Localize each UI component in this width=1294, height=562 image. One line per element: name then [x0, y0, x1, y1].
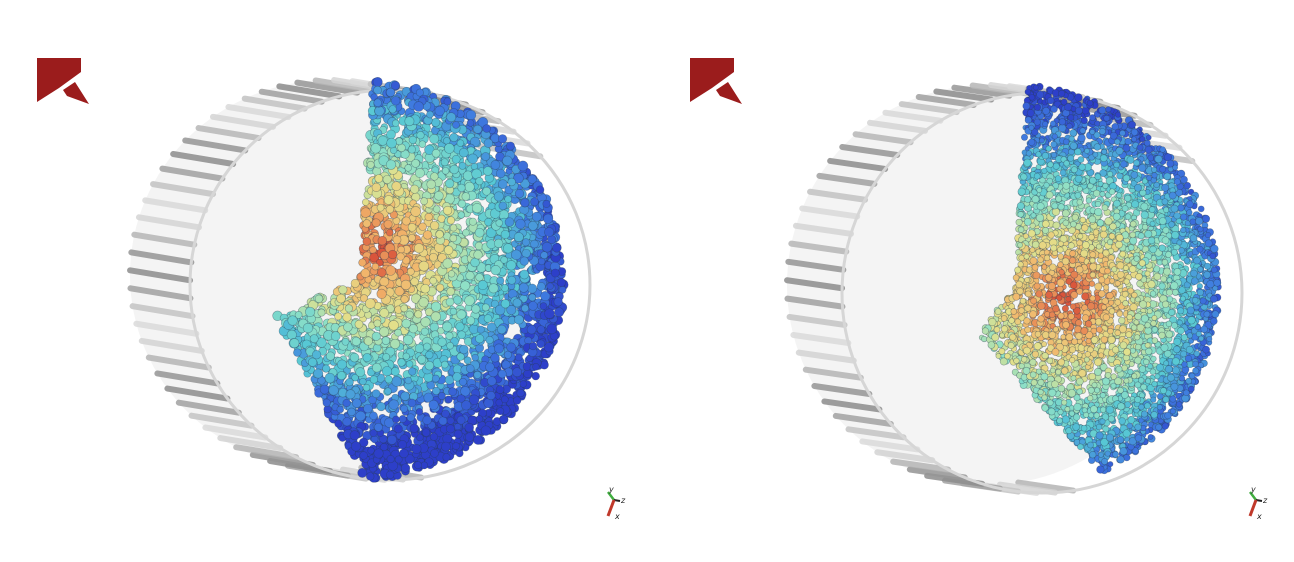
left-simulation-panel: y z x	[37, 58, 626, 520]
axis-label-y: y	[608, 486, 614, 494]
axis-triad-icon: y z x	[1248, 486, 1268, 520]
axis-label-z: z	[620, 496, 626, 505]
brand-logo-icon	[690, 58, 742, 104]
right-simulation-panel: y z x	[647, 0, 1294, 562]
axis-label-z: z	[1262, 496, 1268, 505]
drum-render-left	[127, 77, 592, 483]
brand-logo-icon	[37, 58, 89, 104]
drum-render-right	[784, 82, 1244, 496]
axis-label-x: x	[1256, 512, 1262, 520]
axis-triad-icon: y z x	[606, 486, 626, 520]
axis-label-x: x	[614, 512, 620, 520]
axis-label-y: y	[1250, 486, 1256, 494]
